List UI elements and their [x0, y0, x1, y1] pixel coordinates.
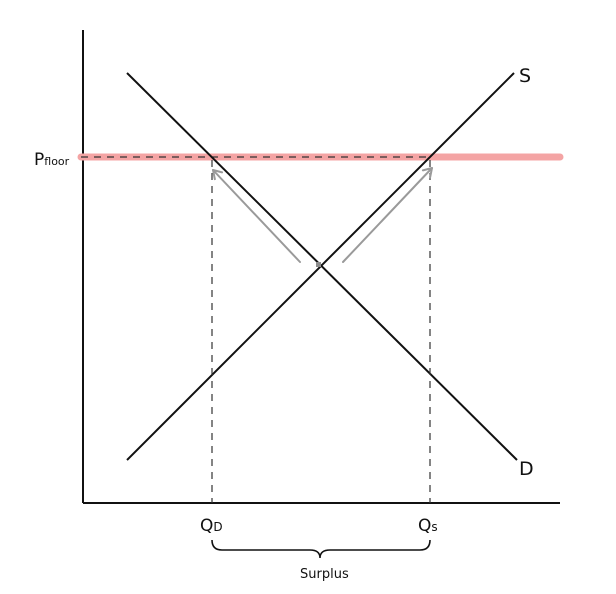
qd-label: QD: [200, 516, 223, 536]
arrow-to-qd: [212, 169, 301, 263]
demand-curve: [126, 72, 518, 461]
supply-label: S: [519, 65, 531, 87]
qs-label: Qs: [418, 516, 438, 536]
equilibrium-point: [316, 262, 321, 267]
price-floor-label: Pfloor: [34, 150, 70, 170]
surplus-brace: [211, 539, 431, 559]
surplus-label: Surplus: [300, 567, 349, 582]
demand-label: D: [519, 458, 534, 480]
arrow-to-qs: [342, 167, 433, 263]
